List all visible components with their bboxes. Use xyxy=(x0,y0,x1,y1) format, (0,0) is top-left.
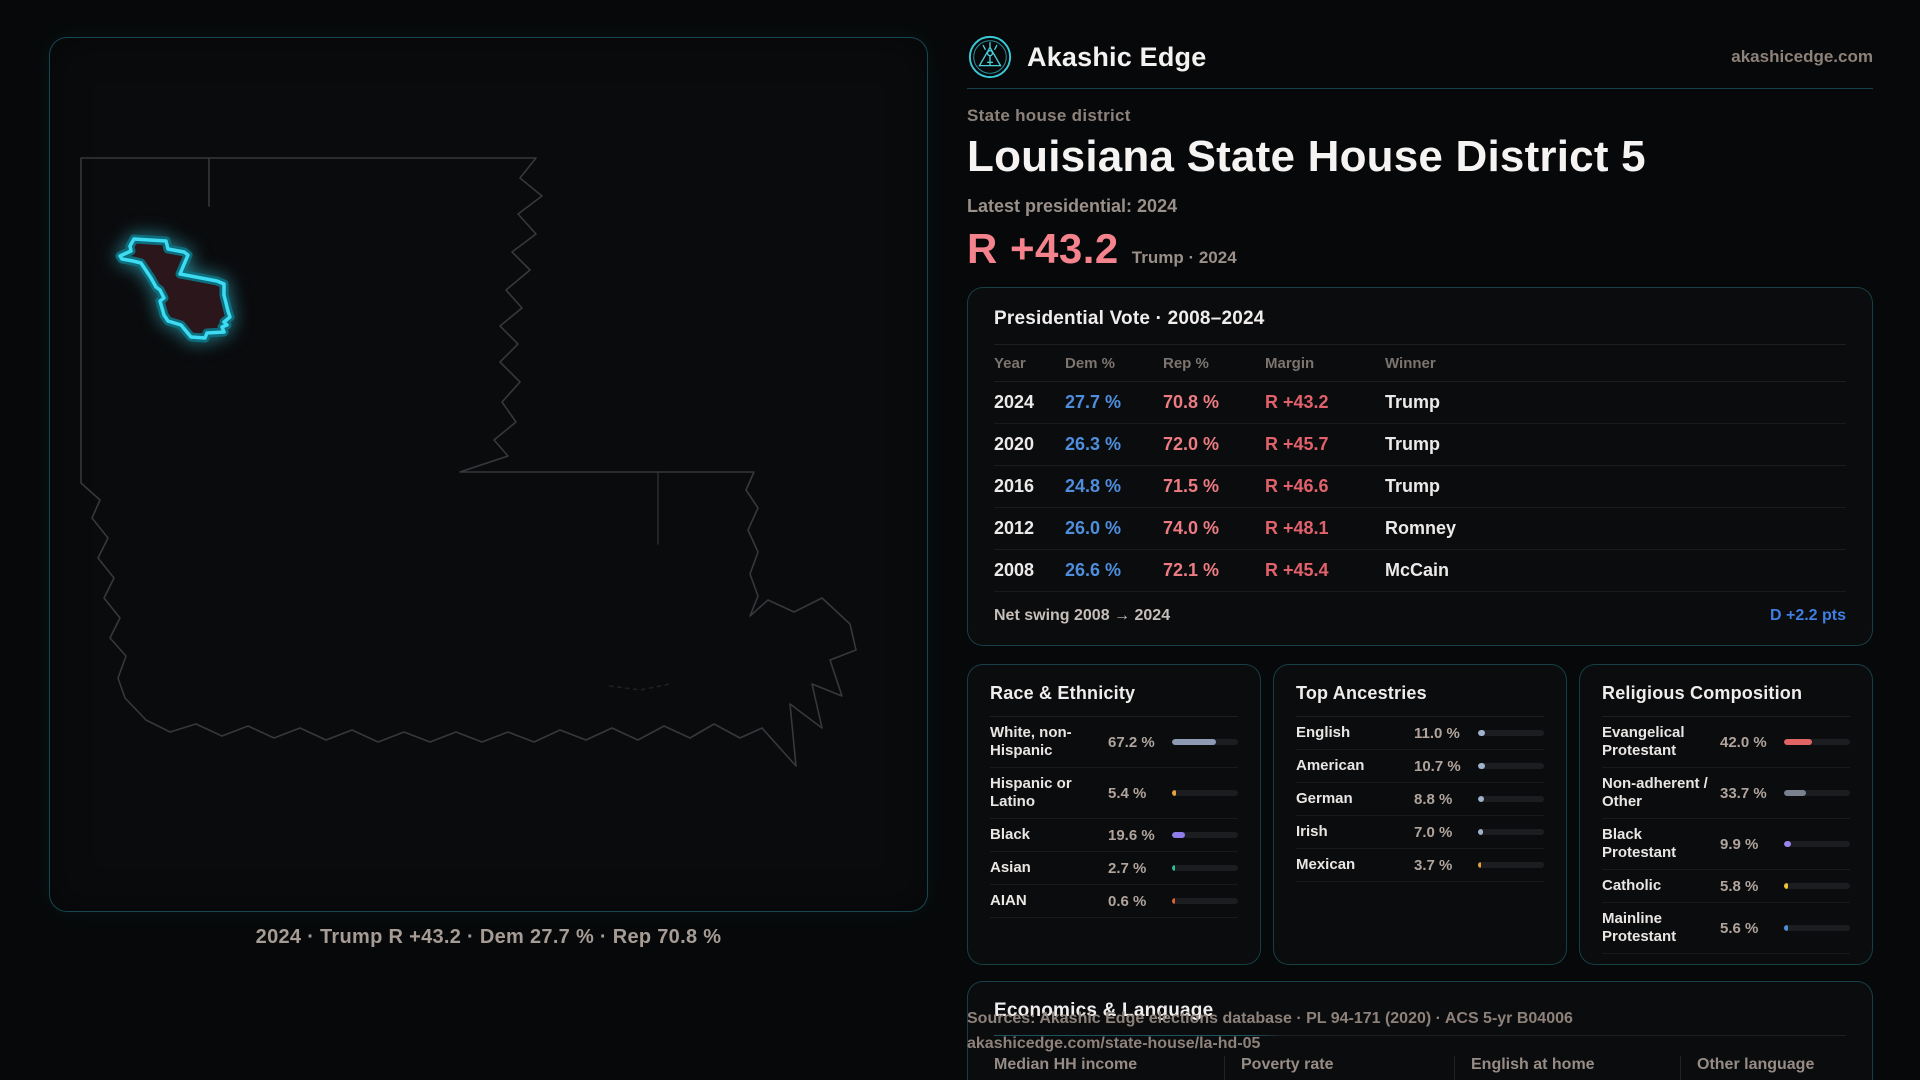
stat-bar-fill xyxy=(1478,796,1484,802)
headline-margin: R +43.2 Trump · 2024 xyxy=(967,225,1873,273)
economics-language-panel: Economics & Language Median HH income $8… xyxy=(967,981,1873,1080)
stat-bar-track xyxy=(1478,862,1544,868)
stat-row: White, non-Hispanic 67.2 % xyxy=(990,717,1238,768)
divider xyxy=(990,716,1238,717)
vote-row-2012: 2012 26.0 % 74.0 % R +48.1 Romney xyxy=(994,508,1846,550)
demographics-row: Race & Ethnicity White, non-Hispanic 67.… xyxy=(967,664,1873,965)
site-link[interactable]: akashicedge.com xyxy=(1731,47,1873,66)
stat-bar-fill xyxy=(1172,790,1176,796)
stat-english-at-home: English at home 94.7 % xyxy=(1454,1056,1680,1080)
stat-bar-track xyxy=(1172,865,1238,871)
stat-row: Catholic 5.8 % xyxy=(1602,870,1850,903)
stat-bar-fill xyxy=(1784,790,1807,796)
stat-bar-track xyxy=(1784,925,1850,931)
presidential-vote-panel: Presidential Vote · 2008–2024 Year Dem %… xyxy=(967,287,1873,646)
divider xyxy=(994,344,1846,345)
econ-panel-title: Economics & Language xyxy=(994,1000,1214,1021)
divider xyxy=(1296,716,1544,717)
stat-bar-fill xyxy=(1784,841,1791,847)
map-detail-marsh xyxy=(609,683,671,691)
stat-row: Black 19.6 % xyxy=(990,819,1238,852)
stat-bar-fill xyxy=(1172,739,1217,745)
margin-value: R +43.2 xyxy=(967,225,1119,272)
stat-row: Asian 2.7 % xyxy=(990,852,1238,885)
divider xyxy=(1602,716,1850,717)
econ-stats: Median HH income $85,161 Poverty rate 12… xyxy=(994,1056,1846,1080)
stat-bar-track xyxy=(1478,730,1544,736)
stat-bar-track xyxy=(1478,796,1544,802)
vote-table-header: Year Dem % Rep % Margin Winner xyxy=(994,345,1846,382)
stat-bar-fill xyxy=(1478,829,1483,835)
stat-other-language: Other language 5.3 % xyxy=(1680,1056,1846,1080)
col-rep: Rep % xyxy=(1163,354,1209,372)
vote-row-2024: 2024 27.7 % 70.8 % R +43.2 Trump xyxy=(994,382,1846,424)
stat-bar-track xyxy=(1784,883,1850,889)
louisiana-map xyxy=(80,157,857,767)
stat-bar-track xyxy=(1478,763,1544,769)
religion-panel-title: Religious Composition xyxy=(1602,683,1803,703)
brand-logo-icon[interactable] xyxy=(967,34,1013,80)
stat-bar-fill xyxy=(1478,730,1486,736)
col-dem: Dem % xyxy=(1065,354,1116,372)
stat-row: Irish 7.0 % xyxy=(1296,816,1544,849)
brand-name: Akashic Edge xyxy=(1027,41,1207,72)
top-ancestries-panel: Top Ancestries English 11.0 % American 1… xyxy=(1273,664,1567,965)
stat-row: Hispanic or Latino 5.4 % xyxy=(990,768,1238,819)
stat-bar-fill xyxy=(1172,865,1175,871)
right-column: Akashic Edge akashicedge.com State house… xyxy=(967,0,1873,1080)
stat-row: Black Protestant 9.9 % xyxy=(1602,819,1850,870)
col-year: Year xyxy=(994,354,1026,372)
divider xyxy=(994,1035,1846,1036)
stat-bar-fill xyxy=(1784,925,1788,931)
vote-row-2016: 2016 24.8 % 71.5 % R +46.6 Trump xyxy=(994,466,1846,508)
stat-row: AIAN 0.6 % xyxy=(990,885,1238,918)
stat-bar-track xyxy=(1784,841,1850,847)
vote-row-2020: 2020 26.3 % 72.0 % R +45.7 Trump xyxy=(994,424,1846,466)
net-swing-row: Net swing 2008 → 2024 D +2.2 pts xyxy=(994,592,1846,629)
stat-row: Mainline Protestant 5.6 % xyxy=(1602,903,1850,954)
religious-composition-panel: Religious Composition Evangelical Protes… xyxy=(1579,664,1873,965)
net-swing-label: Net swing 2008 → 2024 xyxy=(994,607,1171,624)
stat-bar-track xyxy=(1478,829,1544,835)
latest-presidential-label: Latest presidential: 2024 xyxy=(967,196,1178,216)
race-panel-title: Race & Ethnicity xyxy=(990,683,1136,703)
stat-bar-fill xyxy=(1478,862,1481,868)
stat-bar-track xyxy=(1172,832,1238,838)
stat-row: Non-adherent / Other 33.7 % xyxy=(1602,768,1850,819)
stat-bar-track xyxy=(1172,739,1238,745)
stat-row: Evangelical Protestant 42.0 % xyxy=(1602,717,1850,768)
ancestry-panel-title: Top Ancestries xyxy=(1296,683,1427,703)
stat-bar-track xyxy=(1172,898,1238,904)
map-caption: 2024 · Trump R +43.2 · Dem 27.7 % · Rep … xyxy=(255,926,722,948)
page-title: Louisiana State House District 5 xyxy=(967,132,1646,181)
map-district-5[interactable] xyxy=(115,234,235,343)
stat-bar-fill xyxy=(1172,832,1185,838)
stat-row: English 11.0 % xyxy=(1296,717,1544,750)
stat-median-income: Median HH income $85,161 xyxy=(994,1056,1138,1073)
stat-bar-fill xyxy=(1784,739,1812,745)
stat-bar-fill xyxy=(1172,898,1175,904)
net-swing-value: D +2.2 pts xyxy=(1769,607,1846,624)
margin-context: Trump · 2024 xyxy=(1131,248,1237,267)
site-header: Akashic Edge akashicedge.com xyxy=(967,0,1873,89)
col-margin: Margin xyxy=(1265,354,1315,372)
vote-row-2008: 2008 26.6 % 72.1 % R +45.4 McCain xyxy=(994,550,1846,592)
col-winner: Winner xyxy=(1385,354,1436,372)
stat-bar-track xyxy=(1172,790,1238,796)
stat-row: Mexican 3.7 % xyxy=(1296,849,1544,882)
map-panel[interactable] xyxy=(49,37,928,912)
louisiana-outline xyxy=(80,157,857,767)
stat-row: German 8.8 % xyxy=(1296,783,1544,816)
race-ethnicity-panel: Race & Ethnicity White, non-Hispanic 67.… xyxy=(967,664,1261,965)
stat-bar-track xyxy=(1784,790,1850,796)
vote-panel-title: Presidential Vote · 2008–2024 xyxy=(994,308,1265,329)
stat-poverty-rate: Poverty rate 12.9 % xyxy=(1224,1056,1454,1080)
stat-bar-fill xyxy=(1784,883,1788,889)
stat-bar-fill xyxy=(1478,763,1486,769)
stat-bar-track xyxy=(1784,739,1850,745)
section-eyebrow: State house district xyxy=(967,106,1131,125)
stat-row: American 10.7 % xyxy=(1296,750,1544,783)
